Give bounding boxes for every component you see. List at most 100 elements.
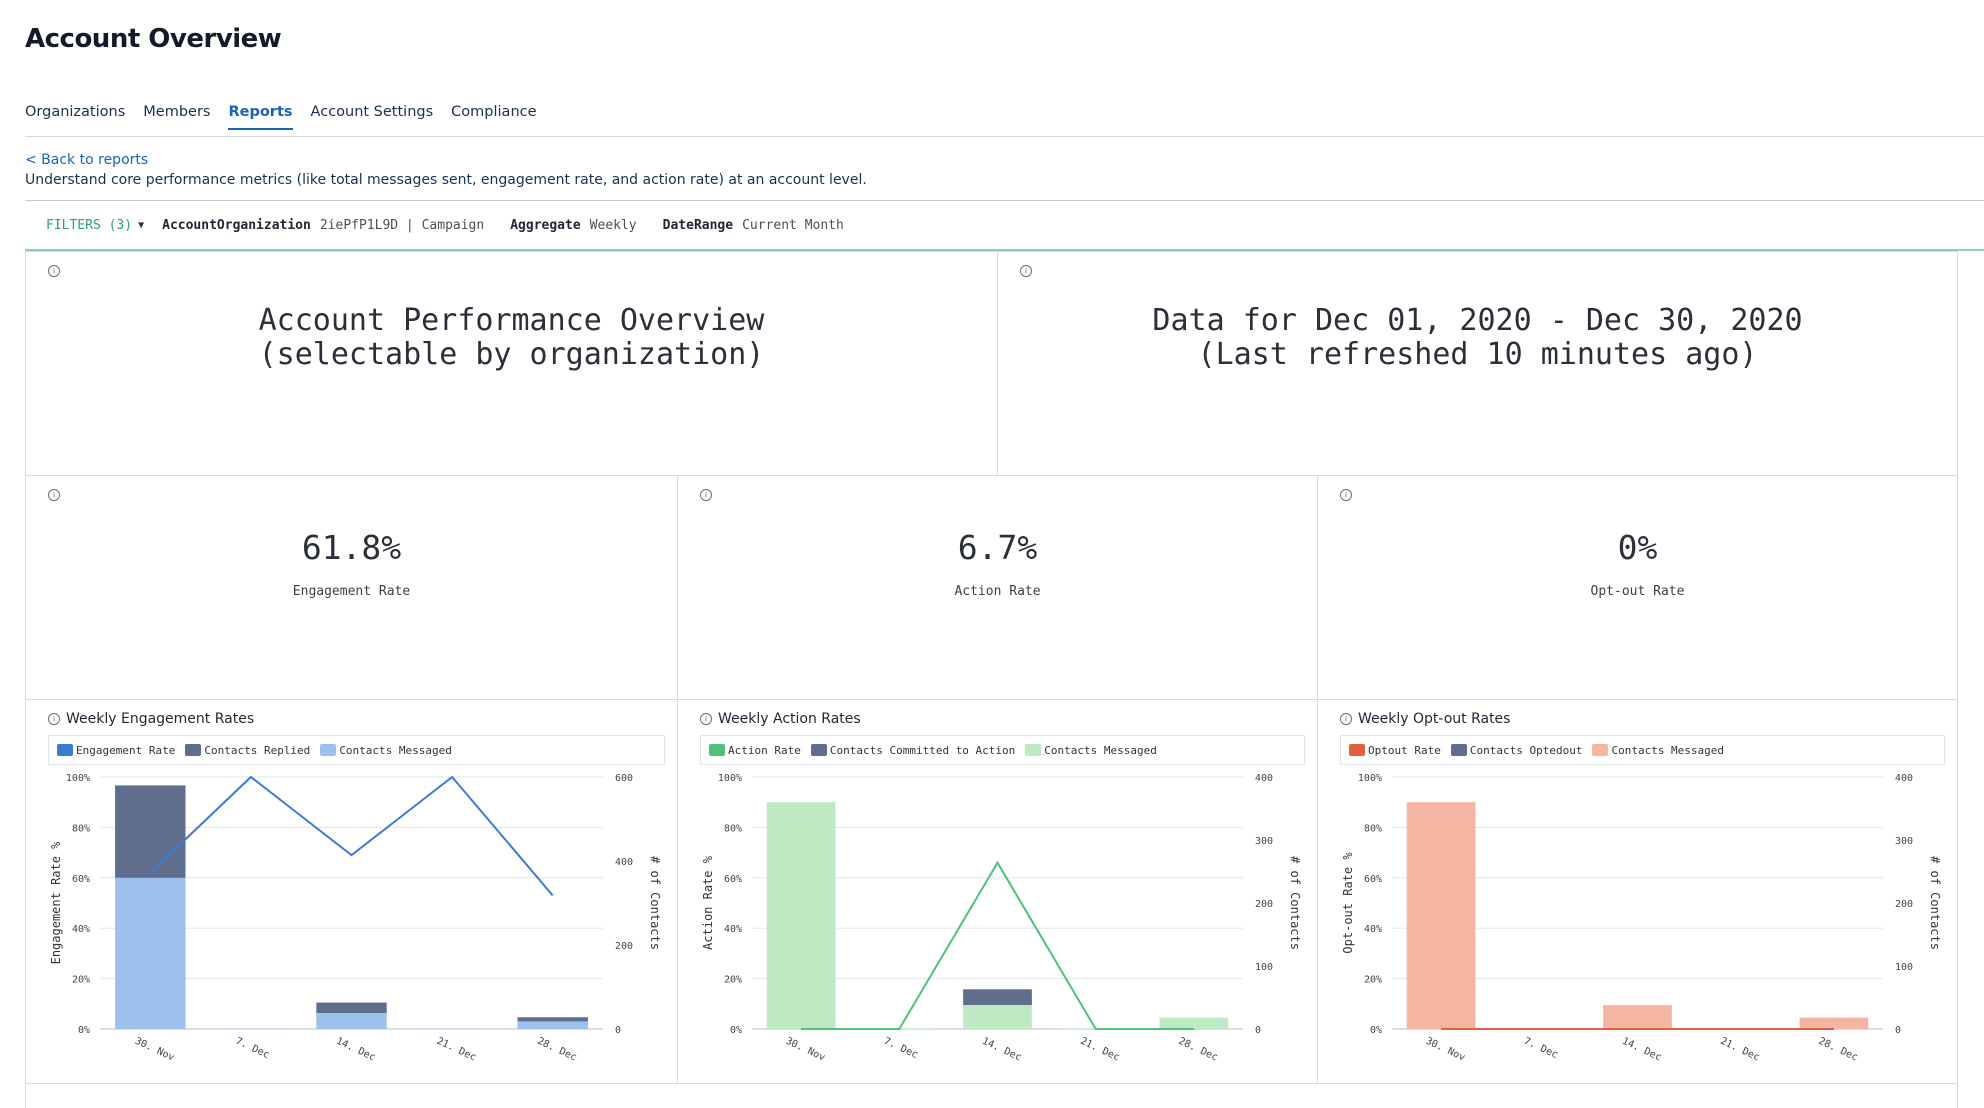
y2-tick-label: 0 (1255, 1025, 1261, 1036)
y-tick-label: 20% (1364, 975, 1382, 986)
legend-item-contacts-messaged[interactable]: Contacts Messaged (320, 744, 452, 757)
bar-contacts-replied (316, 1002, 387, 1014)
y-tick-label: 40% (1364, 924, 1382, 935)
y-axis-label: Opt-out Rate % (1341, 852, 1355, 954)
info-icon[interactable]: i (1340, 713, 1352, 725)
info-icon[interactable]: i (1340, 489, 1352, 501)
bar-contacts-messaged (1406, 802, 1476, 1029)
y-tick-label: 0% (78, 1025, 90, 1036)
info-icon[interactable]: i (48, 489, 60, 501)
kpi-value: 0% (1617, 528, 1658, 567)
y-tick-label: 0% (730, 1025, 742, 1036)
overview-subtitle: (selectable by organization) (258, 337, 765, 372)
overview-panel: i Account Performance Overview (selectab… (25, 251, 998, 476)
filter-value[interactable]: 2iePfP1L9D | Campaign (319, 218, 485, 233)
y-tick-label: 0% (1370, 1025, 1382, 1036)
filter-value[interactable]: Weekly (589, 218, 637, 233)
bar-contacts-replied (517, 1017, 588, 1022)
y2-tick-label: 400 (615, 857, 633, 868)
filter-key: AccountOrganization (162, 218, 311, 233)
x-tick-label: 14. Dec (980, 1036, 1023, 1064)
y2-axis-label: # of Contacts (1288, 856, 1302, 950)
y2-tick-label: 400 (1255, 773, 1273, 784)
y-tick-label: 80% (724, 823, 742, 834)
legend-label: Action Rate (728, 743, 801, 757)
x-tick-label: 7. Dec (234, 1036, 271, 1061)
kpi-label: Action Rate (954, 584, 1041, 599)
y2-tick-label: 400 (1895, 773, 1913, 784)
info-icon[interactable]: i (48, 713, 60, 725)
bar-contacts-replied (115, 785, 186, 878)
y-tick-label: 80% (1364, 823, 1382, 834)
bar-contacts-messaged (1603, 1005, 1672, 1029)
bar-contacts-messaged (115, 877, 186, 1029)
legend-item-contacts-messaged[interactable]: Contacts Messaged (1592, 744, 1724, 757)
x-tick-label: 21. Dec (435, 1036, 478, 1064)
top-tabs: Organizations Members Reports Account Se… (25, 104, 537, 130)
chart-legend: Action Rate Contacts Committed to Action C… (700, 735, 1305, 765)
tab-reports[interactable]: Reports (228, 104, 293, 130)
legend-item-contacts-messaged[interactable]: Contacts Messaged (1025, 744, 1157, 757)
y2-tick-label: 200 (1895, 899, 1913, 910)
legend-swatch (810, 744, 827, 756)
y-tick-label: 60% (1364, 874, 1382, 885)
y-axis-label: Engagement Rate % (49, 841, 63, 965)
info-icon[interactable]: i (1020, 265, 1032, 277)
info-icon[interactable]: i (48, 265, 60, 277)
bar-contacts-messaged (963, 1005, 1032, 1029)
overview-text: Account Performance Overview (selectable… (26, 304, 997, 372)
overview-title: Account Performance Overview (258, 303, 765, 338)
y-tick-label: 100% (718, 773, 742, 784)
y2-tick-label: 0 (1895, 1025, 1901, 1036)
legend-swatch (1349, 744, 1365, 756)
info-icon[interactable]: i (700, 489, 712, 501)
filter-key: Aggregate (510, 218, 581, 233)
x-tick-label: 7. Dec (1522, 1036, 1559, 1061)
bar-contacts-messaged (766, 802, 836, 1029)
y2-axis-label: # of Contacts (648, 856, 662, 950)
tab-organizations[interactable]: Organizations (25, 104, 126, 120)
kpi-action-panel: i 6.7% Action Rate (677, 475, 1318, 700)
y2-tick-label: 300 (1255, 836, 1273, 847)
back-to-reports-link[interactable]: < Back to reports (25, 152, 149, 168)
kpi-engagement-panel: i 61.8% Engagement Rate (25, 475, 678, 700)
tab-members[interactable]: Members (143, 104, 211, 120)
y-tick-label: 40% (72, 924, 90, 935)
legend-item-contacts-replied[interactable]: Contacts Replied (185, 744, 310, 757)
chevron-down-icon[interactable]: ▼ (138, 220, 145, 231)
y-axis-label: Action Rate % (701, 855, 715, 950)
chart-svg: 0% 20% 40% 60% 80% 100% 0 200 400 600 Engagement R… (49, 773, 662, 1064)
tab-account-settings[interactable]: Account Settings (310, 104, 434, 120)
x-tick-label: 30. Nov (784, 1036, 827, 1064)
legend-item-optout-rate[interactable]: Optout Rate (1349, 744, 1441, 757)
y2-tick-label: 0 (615, 1025, 621, 1036)
y2-tick-label: 300 (1895, 836, 1913, 847)
legend-item-contacts-optedout[interactable]: Contacts Optedout (1450, 743, 1583, 757)
x-tick-label: 14. Dec (334, 1036, 377, 1064)
legend-label: Contacts Messaged (339, 743, 452, 757)
tab-compliance[interactable]: Compliance (451, 104, 537, 120)
legend-item-contacts-committed-to-action[interactable]: Contacts Committed to Action (810, 744, 1015, 757)
action-chart-panel: i Weekly Action Rates Action Rate Contacts … (677, 699, 1318, 1084)
bar-contacts-committed-to-action (963, 989, 1032, 1006)
y-tick-label: 20% (724, 975, 742, 986)
filters-toggle[interactable]: FILTERS (3) (46, 218, 133, 233)
legend-swatch (320, 744, 337, 756)
x-tick-label: 28. Dec (535, 1036, 578, 1064)
page-title: Account Overview (25, 24, 282, 54)
y-tick-label: 80% (72, 823, 90, 834)
legend-item-action-rate[interactable]: Action Rate (709, 744, 801, 757)
bar-contacts-messaged (1799, 1017, 1869, 1029)
legend-swatch (709, 744, 725, 756)
legend-label: Contacts Messaged (1044, 743, 1157, 757)
kpi-value: 61.8% (301, 528, 402, 567)
y-tick-label: 60% (72, 874, 90, 885)
filter-value[interactable]: Current Month (742, 218, 844, 233)
legend-item-engagement-rate[interactable]: Engagement Rate (57, 744, 175, 757)
x-tick-label: 28. Dec (1177, 1036, 1220, 1064)
legend-label: Contacts Optedout (1469, 743, 1583, 757)
info-icon[interactable]: i (700, 713, 712, 725)
y-tick-label: 60% (724, 874, 742, 885)
last-refreshed: (Last refreshed 10 minutes ago) (1197, 337, 1758, 372)
